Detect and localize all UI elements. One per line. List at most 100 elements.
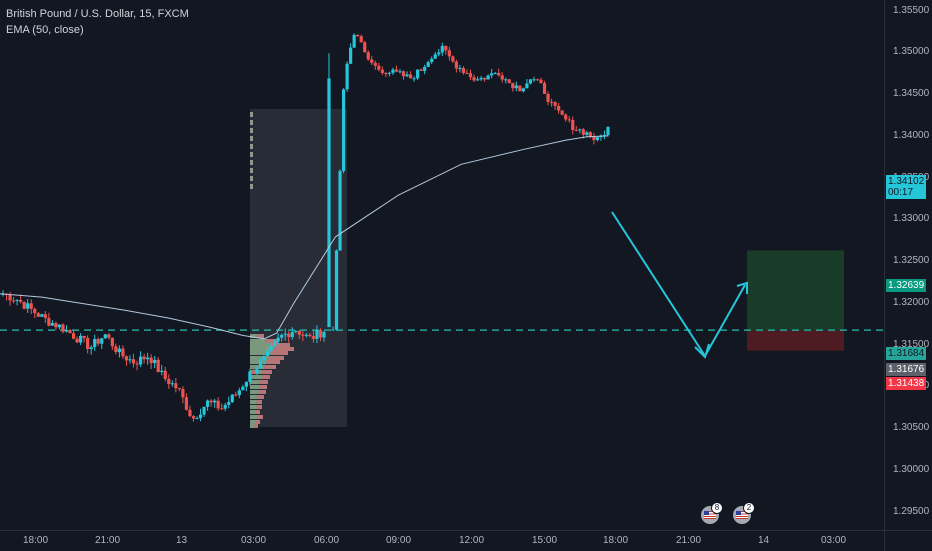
candle-body [398, 71, 402, 73]
volume-profile-bar [254, 424, 258, 428]
volume-profile-bar [268, 356, 284, 360]
candle-body [384, 73, 388, 75]
volume-profile-bar [256, 400, 262, 404]
candle-body [11, 300, 16, 302]
candle-body [163, 370, 167, 379]
candle-body [297, 330, 301, 335]
volume-profile-bar [250, 347, 275, 351]
candle-body [483, 77, 487, 80]
candle-body [363, 42, 367, 53]
candle-body [475, 79, 480, 81]
ema-line [0, 135, 609, 340]
price-tick-label: 1.33000 [893, 213, 930, 225]
candle-body [581, 129, 585, 135]
candle-body [387, 72, 392, 74]
candle-body [202, 406, 206, 415]
current-price-label: 1.34102 00:17 [886, 175, 927, 199]
volume-profile-bar [250, 424, 255, 428]
volume-profile-bar [250, 176, 253, 181]
candle-body [588, 132, 592, 137]
candle-body [507, 79, 511, 83]
candle-body [419, 69, 423, 71]
candle-body [273, 341, 277, 346]
time-tick-label: 13 [176, 535, 188, 546]
candle-body [468, 73, 473, 78]
time-axis[interactable]: 18:00 21:00 13 03:00 06:00 09:00 12:00 15:00 18:… [0, 530, 884, 551]
candle-body [110, 337, 114, 347]
us-flag-event-icon[interactable]: 8 [701, 502, 723, 524]
candle-body [401, 71, 406, 77]
volume-profile-bar [250, 144, 253, 149]
time-tick-label: 03:00 [821, 535, 847, 546]
candle-body [135, 363, 139, 365]
candle-body [57, 324, 62, 328]
candle-body [50, 323, 54, 326]
candle-body [61, 324, 65, 332]
candle-body [100, 338, 104, 344]
candle-body [472, 77, 476, 81]
candle-body [535, 79, 540, 81]
candle-body [167, 378, 171, 385]
candle-body [327, 78, 331, 328]
volume-profile-bar [250, 390, 259, 394]
entry-price-label: 1.31684 [886, 347, 927, 360]
candle-body [345, 63, 349, 90]
candle-body [36, 313, 40, 317]
candle-body [440, 45, 444, 53]
candle-body [549, 101, 554, 103]
candle-body [542, 83, 547, 94]
current-price-value: 1.34102 [888, 176, 925, 187]
candle-body [117, 348, 122, 353]
volume-profile-bar [250, 160, 253, 165]
price-chart[interactable] [0, 0, 884, 530]
candle-body [394, 69, 399, 72]
candle-body [416, 69, 420, 79]
volume-profile-bar [250, 168, 253, 173]
volume-profile-bar [250, 360, 267, 364]
candle-body [553, 102, 557, 106]
candle-body [258, 360, 263, 369]
price-axis[interactable]: 1.365001.360001.355001.350001.345001.340… [884, 0, 932, 530]
candle-body [490, 73, 494, 76]
candle-body [567, 119, 571, 121]
candle-body [461, 68, 466, 74]
candle-body [564, 114, 568, 120]
candle-body [269, 345, 273, 351]
volume-profile-bar [255, 420, 260, 424]
candle-body [241, 386, 245, 391]
candle-body [114, 346, 118, 353]
candle-body [571, 120, 575, 130]
time-tick-label: 09:00 [386, 535, 412, 546]
candle-body [574, 129, 578, 131]
candle-body [19, 299, 23, 302]
candle-body [493, 72, 497, 74]
volume-profile-bar [250, 400, 257, 404]
symbol-title[interactable]: British Pound / U.S. Dollar, 15, FXCM [6, 8, 189, 20]
candle-body [437, 52, 441, 55]
indicator-label[interactable]: EMA (50, close) [6, 24, 84, 36]
candle-body [412, 78, 416, 80]
volume-profile-bar [256, 405, 262, 409]
candle-body [287, 333, 291, 338]
volume-profile-bar [250, 420, 256, 424]
candle-body [68, 330, 72, 334]
time-tick-label: 18:00 [603, 535, 629, 546]
candle-body [560, 110, 564, 115]
candle-body [308, 334, 312, 337]
us-flag-event-icon[interactable]: 2 [733, 502, 755, 524]
candle-body [146, 357, 150, 360]
volume-profile-bar [272, 343, 290, 347]
candle-body [184, 397, 189, 410]
candle-body [518, 85, 522, 92]
candle-body [497, 72, 501, 76]
volume-profile-bar [250, 410, 256, 414]
candle-body [138, 356, 143, 365]
candle-body [405, 74, 409, 77]
time-tick-label: 15:00 [532, 535, 558, 546]
candle-body [528, 79, 533, 84]
volume-profile-bar [266, 360, 280, 364]
candle-body [504, 79, 508, 81]
candle-body [521, 88, 525, 92]
volume-profile-bar [257, 415, 263, 419]
candle-body [54, 323, 58, 328]
